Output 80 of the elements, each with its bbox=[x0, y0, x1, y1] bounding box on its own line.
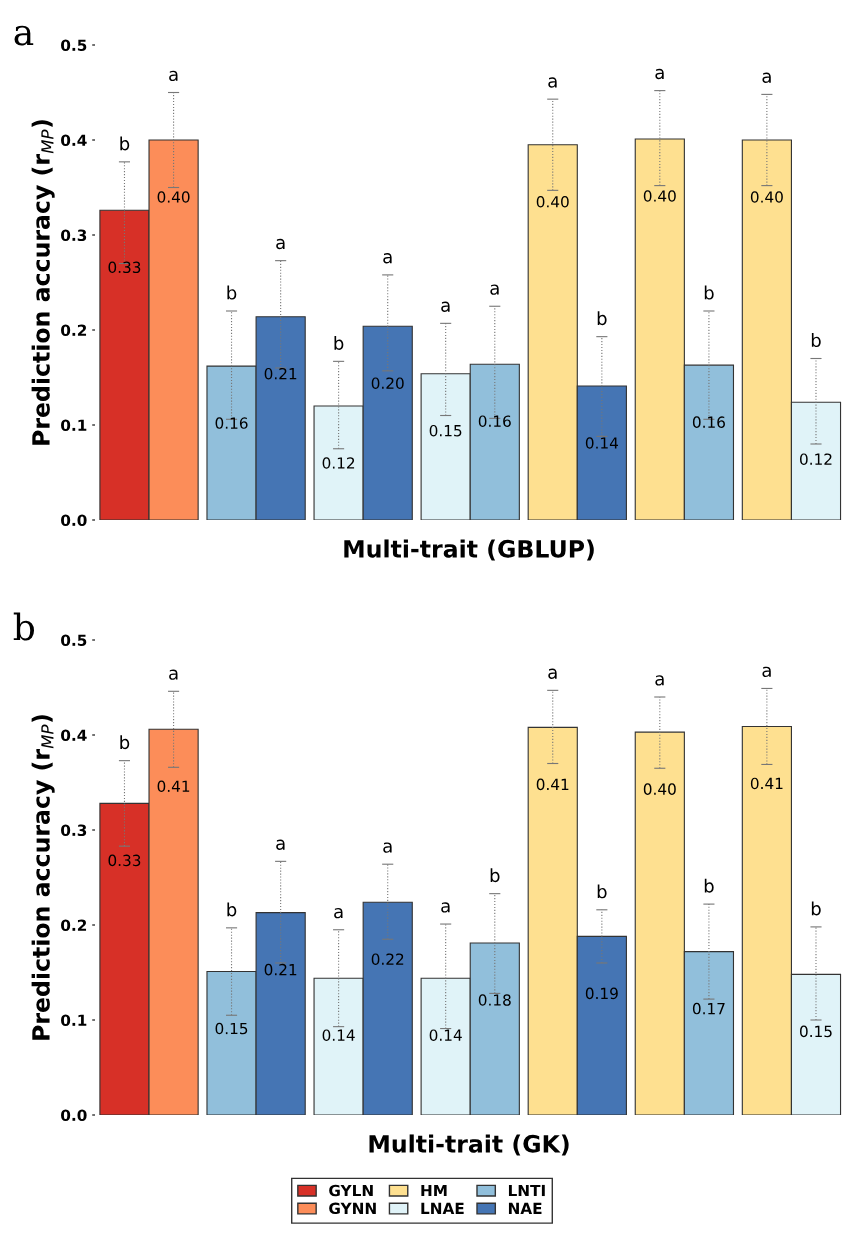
annotation: a bbox=[383, 253, 392, 264]
annotation: b bbox=[597, 311, 607, 326]
data-label: 0.14 bbox=[585, 437, 618, 449]
annotation: a bbox=[276, 839, 285, 850]
y-tick-label: 0.3 bbox=[61, 229, 87, 242]
annotation: b bbox=[227, 285, 237, 300]
annotation: a bbox=[762, 666, 771, 678]
data-label: 0.40 bbox=[536, 195, 569, 208]
legend-label: GYNN bbox=[329, 1202, 376, 1215]
legend-label: NAE bbox=[508, 1202, 542, 1214]
y-tick-label: 0.4 bbox=[61, 134, 87, 147]
annotation: a bbox=[334, 907, 343, 919]
y-tick-label: 0.5 bbox=[61, 634, 87, 647]
annotation: a bbox=[548, 668, 557, 679]
chart-title: b bbox=[13, 612, 35, 641]
legend-label: LNAE bbox=[421, 1202, 464, 1214]
data-label: 0.21 bbox=[264, 963, 297, 976]
legend-label: GYLN bbox=[329, 1184, 373, 1197]
annotation: b bbox=[704, 878, 714, 893]
annotation: a bbox=[383, 842, 392, 853]
annotation: a bbox=[762, 72, 771, 83]
y-tick-label: 0.5 bbox=[61, 39, 87, 52]
data-label: 0.18 bbox=[478, 994, 511, 1006]
annotation: b bbox=[227, 902, 237, 917]
data-label: 0.15 bbox=[799, 1025, 832, 1038]
legend-label: LNTI bbox=[508, 1184, 545, 1197]
data-label: 0.12 bbox=[322, 457, 355, 469]
x-axis-title: Multi-trait (GBLUP) bbox=[344, 539, 594, 561]
data-label: 0.40 bbox=[643, 190, 676, 202]
annotation: b bbox=[490, 868, 500, 883]
data-label: 0.41 bbox=[157, 780, 190, 793]
legend-label: HM bbox=[421, 1184, 447, 1197]
data-label: 0.40 bbox=[157, 191, 190, 203]
annotation: a bbox=[490, 284, 499, 295]
y-tick-label: 0.3 bbox=[61, 824, 87, 837]
y-tick-label: 0.2 bbox=[61, 324, 87, 337]
annotation: b bbox=[120, 136, 130, 151]
data-label: 0.15 bbox=[429, 424, 462, 437]
y-tick-label: 0.0 bbox=[61, 1109, 87, 1122]
data-label: 0.15 bbox=[215, 1022, 248, 1035]
data-label: 0.21 bbox=[264, 367, 297, 380]
annotation: a bbox=[441, 902, 450, 913]
annotation: b bbox=[120, 735, 130, 750]
data-label: 0.41 bbox=[536, 778, 569, 791]
annotation: a bbox=[169, 669, 178, 680]
y-tick-label: 0.2 bbox=[61, 919, 87, 932]
annotation: b bbox=[704, 285, 714, 300]
annotation: a bbox=[276, 238, 285, 250]
data-label: 0.12 bbox=[799, 453, 832, 465]
x-axis-title: Multi-trait (GK) bbox=[369, 1134, 569, 1156]
data-label: 0.41 bbox=[750, 777, 783, 790]
annotation: a bbox=[655, 675, 664, 686]
annotation: b bbox=[334, 335, 344, 350]
data-label: 0.14 bbox=[322, 1029, 355, 1041]
y-tick-label: 0.1 bbox=[61, 1014, 87, 1027]
annotation: b bbox=[597, 884, 607, 899]
data-label: 0.40 bbox=[643, 783, 676, 795]
data-label: 0.33 bbox=[108, 854, 141, 867]
data-label: 0.40 bbox=[750, 191, 783, 203]
data-label: 0.19 bbox=[585, 987, 618, 1000]
annotation: b bbox=[811, 901, 821, 916]
data-label: 0.16 bbox=[478, 415, 511, 427]
data-label: 0.16 bbox=[692, 416, 725, 428]
annotation: a bbox=[548, 77, 557, 88]
y-axis-title: Prediction accuracy (r$_{MP}$) bbox=[31, 120, 55, 445]
annotation: a bbox=[655, 68, 664, 80]
data-label: 0.16 bbox=[215, 417, 248, 429]
annotation: b bbox=[811, 333, 821, 348]
y-tick-label: 0.0 bbox=[61, 514, 87, 527]
y-tick-label: 0.1 bbox=[61, 419, 87, 432]
annotation: a bbox=[169, 70, 178, 82]
data-label: 0.22 bbox=[371, 953, 404, 965]
data-label: 0.14 bbox=[429, 1029, 462, 1041]
chart-title: a bbox=[14, 25, 34, 46]
data-label: 0.33 bbox=[108, 261, 141, 274]
data-label: 0.20 bbox=[371, 377, 404, 389]
data-label: 0.17 bbox=[692, 1002, 725, 1015]
y-tick-label: 0.4 bbox=[61, 729, 87, 742]
y-axis-title: Prediction accuracy (r$_{MP}$) bbox=[31, 715, 55, 1040]
annotation: a bbox=[441, 301, 450, 312]
